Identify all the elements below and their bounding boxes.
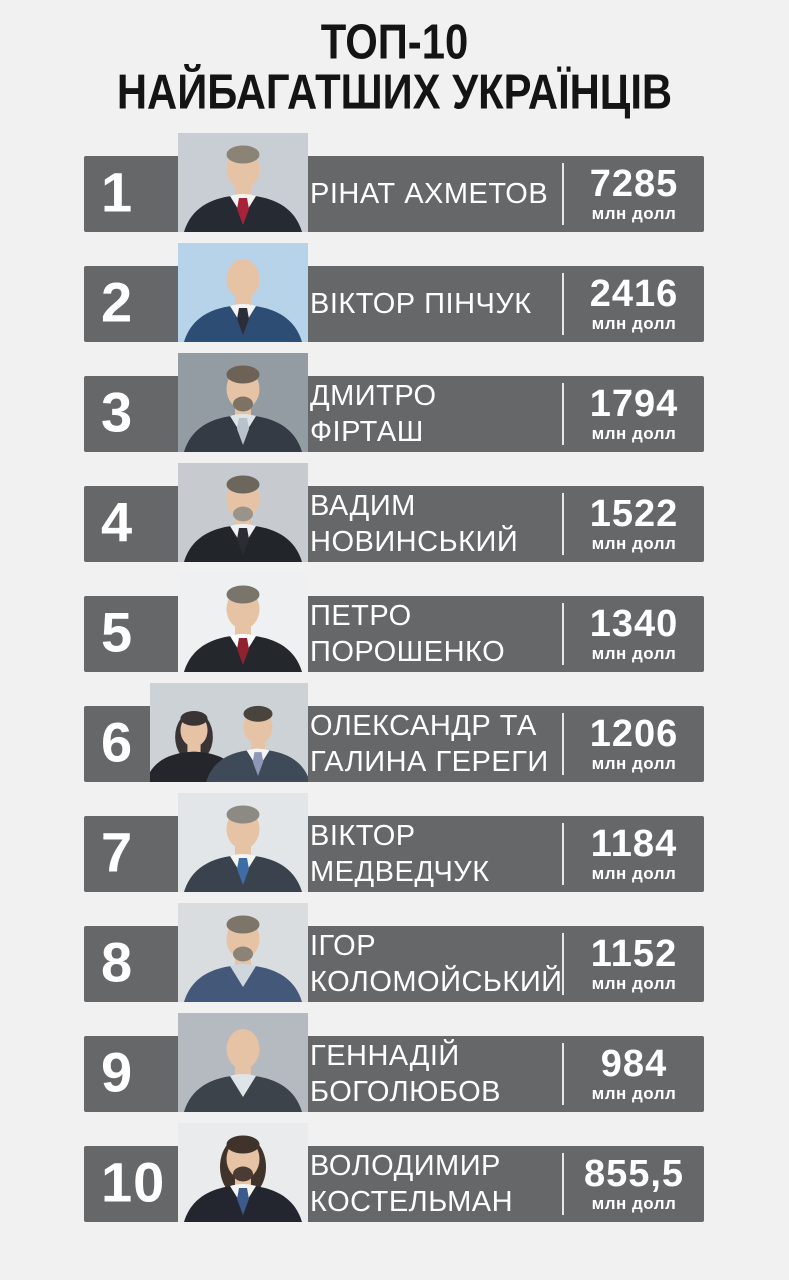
person-silhouette-icon (150, 705, 308, 782)
wealth-block: 855,5 млн долл (566, 1153, 702, 1214)
wealth-value: 984 (600, 1043, 668, 1085)
wealth-block: 1794 млн долл (566, 383, 702, 444)
wealth-block: 1184 млн долл (566, 823, 702, 884)
wealth-value: 1152 (590, 933, 678, 975)
person-silhouette-icon (184, 475, 302, 562)
divider-line (562, 713, 564, 775)
rank-label: 8 (101, 930, 134, 994)
list-row: 6 ОЛЕКСАНДР ТА ГАЛИНА ГЕРЕГИ 1206 млн до… (84, 683, 704, 782)
person-silhouette-icon (184, 805, 302, 892)
wealth-unit: млн долл (591, 864, 677, 883)
wealth-unit: млн долл (591, 534, 677, 553)
list-row: 1 РІНАТ АХМЕТОВ 7285 млн долл (84, 133, 704, 232)
title-line-2: НАЙБАГАТШИХ УКРАЇНЦІВ (116, 65, 673, 120)
person-silhouette-icon (184, 259, 302, 342)
person-name: ВІКТОР МЕДВЕДЧУК (310, 820, 490, 888)
title-line-1: ТОП-10 (320, 15, 469, 70)
person-name: ВАДИМ НОВИНСЬКИЙ (310, 490, 519, 558)
rank-label: 6 (101, 710, 134, 774)
divider-line (562, 273, 564, 335)
rich-list: 1 РІНАТ АХМЕТОВ 7285 млн долл 2 ВІКТОР П… (84, 133, 704, 1256)
portrait-photo (178, 463, 308, 562)
person-name: ПЕТРО ПОРОШЕНКО (310, 600, 506, 668)
rank-label: 3 (101, 380, 134, 444)
person-name: ОЛЕКСАНДР ТА ГАЛИНА ГЕРЕГИ (310, 710, 549, 778)
portrait-photo (178, 243, 308, 342)
portrait-photo (178, 133, 308, 232)
divider-line (562, 1043, 564, 1105)
wealth-block: 2416 млн долл (566, 273, 702, 334)
portrait-photo (178, 1123, 308, 1222)
portrait-photo (178, 353, 308, 452)
list-row: 7 ВІКТОР МЕДВЕДЧУК 1184 млн долл (84, 793, 704, 892)
person-name: ІГОР КОЛОМОЙСЬКИЙ (310, 930, 563, 998)
wealth-unit: млн долл (591, 754, 677, 773)
portrait-photo (178, 793, 308, 892)
wealth-block: 1206 млн долл (566, 713, 702, 774)
rank-label: 4 (101, 490, 134, 554)
portrait-photo (178, 903, 308, 1002)
list-row: 10 ВОЛОДИМИР КОСТЕЛЬМАН 855,5 млн долл (84, 1123, 704, 1222)
wealth-value: 1522 (589, 493, 679, 535)
portrait-photo (178, 573, 308, 672)
list-row: 9 ГЕННАДІЙ БОГОЛЮБОВ 984 млн долл (84, 1013, 704, 1112)
person-name: ВІКТОР ПІНЧУК (310, 288, 532, 320)
portrait-photo (178, 1013, 308, 1112)
rank-label: 10 (101, 1150, 166, 1214)
list-row: 5 ПЕТРО ПОРОШЕНКО 1340 млн долл (84, 573, 704, 672)
list-row: 8 ІГОР КОЛОМОЙСЬКИЙ 1152 млн долл (84, 903, 704, 1002)
person-silhouette-icon (184, 585, 302, 672)
rank-label: 5 (101, 600, 134, 664)
wealth-value: 1794 (589, 383, 679, 425)
rank-label: 1 (101, 160, 134, 224)
person-name: ГЕННАДІЙ БОГОЛЮБОВ (310, 1040, 502, 1108)
wealth-unit: млн долл (591, 1194, 677, 1213)
list-row: 3 ДМИТРО ФІРТАШ 1794 млн долл (84, 353, 704, 452)
divider-line (562, 1153, 564, 1215)
wealth-value: 7285 (589, 163, 679, 205)
list-row: 4 ВАДИМ НОВИНСЬКИЙ 1522 млн долл (84, 463, 704, 562)
wealth-block: 7285 млн долл (566, 163, 702, 224)
divider-line (562, 383, 564, 445)
wealth-unit: млн долл (591, 644, 677, 663)
person-silhouette-icon (184, 915, 302, 1002)
rank-label: 7 (101, 820, 134, 884)
rank-label: 9 (101, 1040, 134, 1104)
wealth-value: 1184 (590, 823, 678, 865)
wealth-unit: млн долл (591, 314, 677, 333)
divider-line (562, 933, 564, 995)
wealth-block: 984 млн долл (566, 1043, 702, 1104)
list-row: 2 ВІКТОР ПІНЧУК 2416 млн долл (84, 243, 704, 342)
person-silhouette-icon (184, 1135, 302, 1222)
wealth-value: 1340 (589, 603, 679, 645)
person-silhouette-icon (184, 365, 302, 452)
divider-line (562, 163, 564, 225)
wealth-unit: млн долл (591, 974, 677, 993)
wealth-unit: млн долл (591, 204, 677, 223)
wealth-unit: млн долл (591, 1084, 677, 1103)
wealth-unit: млн долл (591, 424, 677, 443)
wealth-value: 2416 (589, 273, 679, 315)
wealth-block: 1340 млн долл (566, 603, 702, 664)
person-name: РІНАТ АХМЕТОВ (310, 178, 549, 210)
person-silhouette-icon (184, 145, 302, 232)
page-title: ТОП-10 НАЙБАГАТШИХ УКРАЇНЦІВ (0, 0, 789, 120)
portrait-photo (150, 683, 308, 782)
person-silhouette-icon (184, 1029, 302, 1112)
rank-label: 2 (101, 270, 134, 334)
wealth-value: 855,5 (583, 1153, 685, 1195)
wealth-block: 1522 млн долл (566, 493, 702, 554)
person-name: ДМИТРО ФІРТАШ (310, 380, 437, 448)
divider-line (562, 603, 564, 665)
wealth-block: 1152 млн долл (566, 933, 702, 994)
person-name: ВОЛОДИМИР КОСТЕЛЬМАН (310, 1150, 514, 1218)
divider-line (562, 493, 564, 555)
wealth-value: 1206 (589, 713, 679, 755)
divider-line (562, 823, 564, 885)
